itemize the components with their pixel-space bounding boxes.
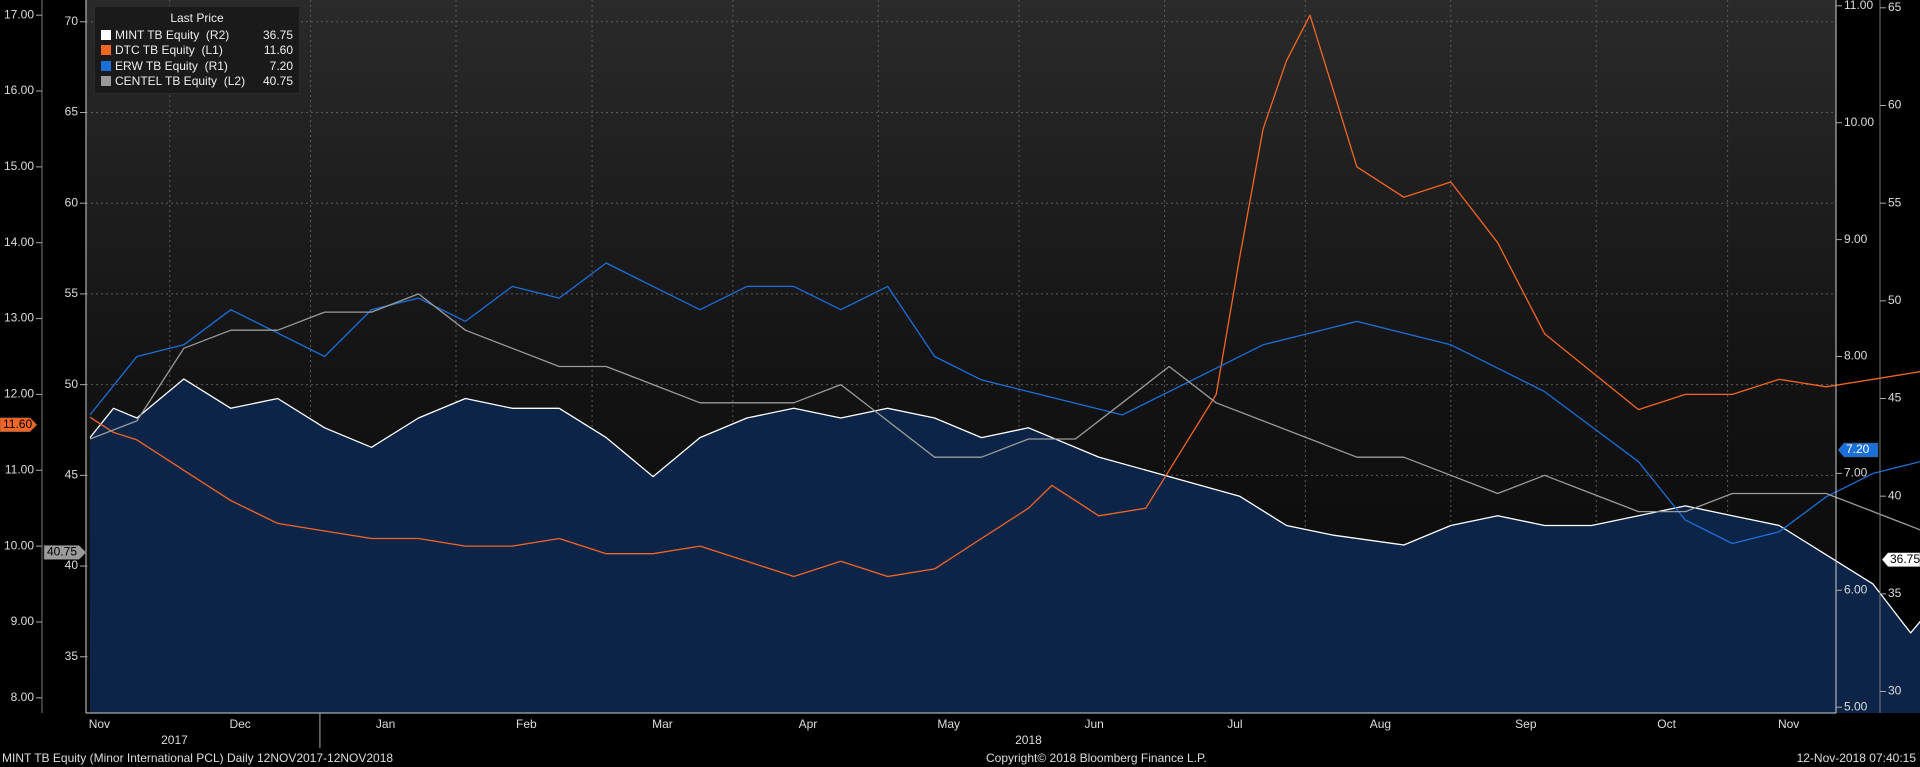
legend-series-axis: (L2) [223, 74, 246, 89]
tick-label-r1: 11.00 [1844, 0, 1873, 12]
last-value-marker [1837, 442, 1879, 458]
year-label: 2018 [1015, 733, 1042, 747]
series-line-erw [89, 262, 1920, 545]
legend-series-axis: (R2) [205, 27, 230, 42]
month-label: Apr [799, 717, 818, 731]
month-label: Jan [376, 717, 395, 731]
month-label: Dec [229, 717, 250, 731]
last-value-marker [1881, 552, 1920, 567]
legend-series-value: 40.75 [262, 74, 293, 89]
legend-series-value: 36.75 [262, 27, 293, 42]
legend-item-centel: CENTEL TB Equity (L2) 40.75 [101, 74, 293, 90]
tick-label-l2: 50 [65, 377, 79, 391]
tick-label-r1: 8.00 [1844, 349, 1868, 363]
tick-label-r2: 50 [1888, 293, 1902, 307]
tick-label-l1: 9.00 [11, 614, 35, 628]
tick-label-r2: 45 [1888, 391, 1902, 405]
month-label: Oct [1657, 717, 1676, 731]
series-area-mint [90, 379, 1920, 713]
tick-label-r1: 10.00 [1844, 115, 1874, 129]
legend-series-axis: (R1) [204, 58, 228, 73]
tick-label-r2: 30 [1888, 684, 1902, 698]
last-value-label: 40.75 [47, 545, 77, 559]
tick-label-l1: 8.00 [11, 690, 35, 704]
legend-swatch [101, 60, 111, 71]
tick-label-r2: 55 [1888, 195, 1902, 209]
tick-label-l2: 40 [65, 558, 79, 572]
legend-series-name: MINT TB Equity [115, 27, 200, 42]
last-value-marker [0, 417, 38, 433]
legend-swatch [101, 76, 111, 87]
tick-label-l1: 15.00 [4, 159, 34, 173]
series-line-centel [89, 293, 1920, 531]
legend-item-dtc: DTC TB Equity (L1) 11.60 [101, 43, 293, 59]
month-label: Aug [1370, 717, 1391, 731]
legend-series-value: 7.20 [269, 58, 293, 73]
legend-item-erw: ERW TB Equity (R1) 7.20 [101, 58, 293, 74]
last-value-marker [43, 545, 87, 560]
month-label: Nov [1778, 717, 1799, 731]
tick-label-l2: 70 [65, 14, 79, 28]
footer-timestamp: 12-Nov-2018 07:40:15 [1796, 751, 1916, 765]
tick-label-l1: 11.00 [5, 462, 34, 476]
last-value-label: 36.75 [1890, 552, 1920, 566]
last-value-label: 11.60 [3, 417, 32, 431]
last-value-label: 7.20 [1846, 442, 1870, 456]
legend-swatch [101, 29, 111, 40]
tick-label-r2: 65 [1888, 0, 1902, 14]
tick-label-r1: 5.00 [1844, 699, 1868, 713]
legend-title: Last Price [170, 11, 224, 25]
month-label: Feb [516, 717, 537, 731]
month-label: May [937, 717, 960, 731]
month-label: Nov [89, 717, 110, 731]
month-label: Jun [1084, 717, 1103, 731]
tick-label-l2: 60 [65, 195, 79, 209]
tick-label-r1: 6.00 [1844, 582, 1868, 596]
tick-label-l2: 65 [65, 105, 79, 119]
legend-swatch [101, 45, 111, 56]
legend: Last Price MINT TB Equity (R2) 36.75 DTC… [94, 6, 300, 94]
legend-series-name: ERW TB Equity [115, 58, 198, 73]
series-line-dtc [89, 14, 1920, 578]
tick-label-l2: 55 [65, 286, 79, 300]
tick-label-r2: 35 [1888, 586, 1902, 600]
tick-label-r1: 7.00 [1844, 466, 1868, 480]
tick-label-r2: 40 [1888, 488, 1902, 502]
tick-label-l1: 10.00 [4, 538, 34, 552]
legend-series-value: 11.60 [263, 43, 293, 58]
footer-security-info: MINT TB Equity (Minor International PCL)… [2, 751, 394, 765]
tick-label-l1: 12.00 [4, 387, 34, 401]
tick-label-l1: 17.00 [4, 7, 34, 21]
tick-label-r2: 60 [1888, 98, 1902, 112]
year-label: 2017 [161, 733, 188, 747]
tick-label-l1: 13.00 [4, 311, 34, 325]
footer-copyright: Copyright© 2018 Bloomberg Finance L.P. [986, 751, 1207, 765]
series-line-mint [89, 378, 1920, 634]
month-label: Mar [652, 717, 673, 731]
tick-label-l1: 16.00 [4, 83, 34, 97]
month-label: Jul [1227, 717, 1242, 731]
footer: MINT TB Equity (Minor International PCL)… [0, 749, 1920, 767]
tick-label-l2: 45 [65, 468, 79, 482]
legend-series-name: DTC TB Equity [115, 43, 195, 58]
legend-series-name: CENTEL TB Equity [115, 74, 218, 89]
tick-label-r1: 9.00 [1844, 232, 1868, 246]
legend-series-axis: (L1) [201, 43, 223, 58]
tick-label-l2: 35 [65, 649, 79, 663]
month-label: Sep [1515, 717, 1537, 731]
tick-label-l1: 14.00 [4, 235, 34, 249]
legend-item-mint: MINT TB Equity (R2) 36.75 [101, 27, 293, 43]
